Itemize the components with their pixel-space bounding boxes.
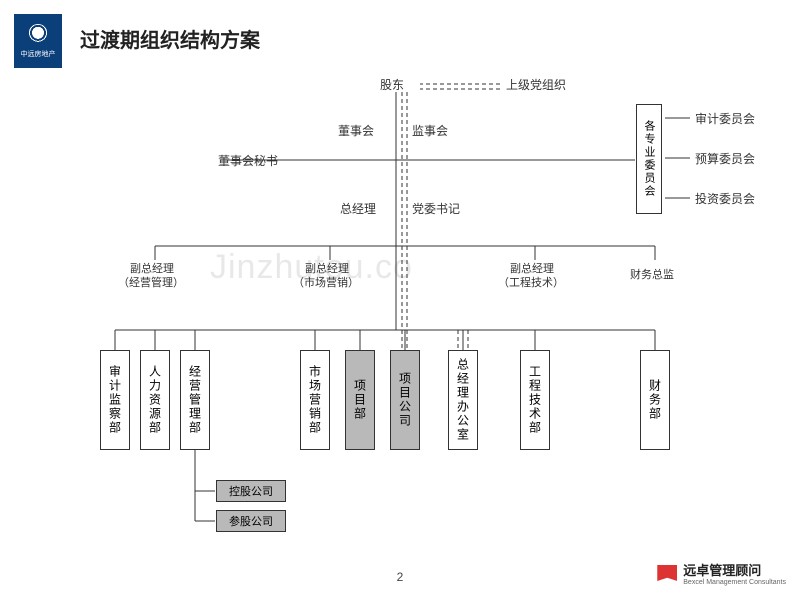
dept-mkt: 市场营销部 — [300, 350, 330, 450]
dept-hr: 人力资源部 — [140, 350, 170, 450]
label-party-secretary: 党委书记 — [412, 200, 460, 217]
dept-fin: 财务部 — [640, 350, 670, 450]
dept-audit: 审计监察部 — [100, 350, 130, 450]
dept-projdpt: 项目部 — [345, 350, 375, 450]
brand-icon — [657, 565, 677, 581]
committee-item-0: 审计委员会 — [695, 110, 755, 127]
brand-footer: 远卓管理顾问 Bexcel Management Consultants — [657, 560, 786, 586]
label-vp3b: （工程技术） — [498, 274, 564, 290]
dept-projco: 项目公司 — [390, 350, 420, 450]
committee-item-1: 预算委员会 — [695, 150, 755, 167]
committee-item-2: 投资委员会 — [695, 190, 755, 207]
label-vp1b: （经营管理） — [118, 274, 184, 290]
subsidiary-holding: 控股公司 — [216, 480, 286, 502]
brand-name: 远卓管理顾问 — [683, 560, 786, 579]
brand-sub: Bexcel Management Consultants — [683, 579, 786, 586]
label-gm: 总经理 — [340, 200, 376, 217]
subsidiary-equity: 参股公司 — [216, 510, 286, 532]
label-shareholder: 股东 — [380, 76, 404, 93]
dept-eng: 工程技术部 — [520, 350, 550, 450]
committee-box: 各专业委员会 — [636, 104, 662, 214]
label-secretary: 董事会秘书 — [218, 152, 278, 169]
label-vp2b: （市场营销） — [293, 274, 359, 290]
page-number: 2 — [397, 570, 404, 584]
label-cfo: 财务总监 — [630, 266, 674, 282]
label-board: 董事会 — [338, 122, 374, 139]
label-party-parent: 上级党组织 — [506, 76, 566, 93]
label-supervisory: 监事会 — [412, 122, 448, 139]
dept-mgmt: 经营管理部 — [180, 350, 210, 450]
dept-gmoff: 总经理办公室 — [448, 350, 478, 450]
